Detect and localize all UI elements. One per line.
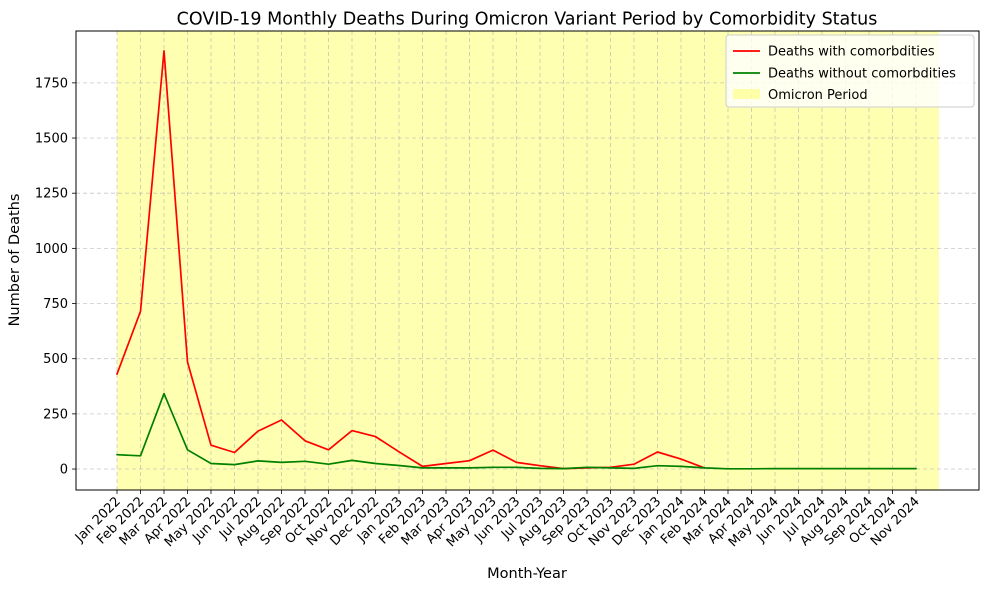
data-point [233,463,235,465]
data-point [492,449,494,451]
data-point [468,467,470,469]
y-axis-title: Number of Deaths [7,194,23,327]
data-point [445,462,447,464]
legend-label-omicron-period: Omicron Period [768,88,868,103]
data-point [633,467,635,469]
y-tick-label: 1500 [35,132,68,147]
data-point [233,451,235,453]
legend-box [725,34,975,108]
data-point [891,467,893,469]
data-point [656,451,658,453]
data-point [163,392,165,394]
data-point [797,467,799,469]
data-point [703,467,705,469]
series-layer [116,50,917,470]
y-tick-label: 500 [43,352,68,367]
data-point [139,310,141,312]
y-axis: 0 250 500 750 1000 1250 1500 1750 [35,76,76,478]
series-line-without-comorbidities [116,392,917,470]
data-point [844,467,846,469]
data-point [374,435,376,437]
data-point [915,467,917,469]
data-point [257,460,259,462]
data-point [116,453,118,455]
y-tick-label: 1750 [35,76,68,91]
y-tick-label: 750 [43,297,68,312]
data-point [210,444,212,446]
data-point [539,467,541,469]
data-point [421,467,423,469]
data-point [468,459,470,461]
data-point [445,467,447,469]
data-point [609,467,611,469]
data-point [186,449,188,451]
data-point [680,465,682,467]
data-point [304,460,306,462]
data-point [821,467,823,469]
chart-title: COVID-19 Monthly Deaths During Omicron V… [177,10,878,30]
y-tick-label: 1000 [35,242,68,257]
data-point [492,466,494,468]
data-point [398,451,400,453]
legend-swatch-omicron-period [733,89,760,99]
data-point [515,466,517,468]
data-point [327,449,329,451]
data-point [280,461,282,463]
data-point [562,467,564,469]
data-point [351,459,353,461]
data-point [633,463,635,465]
y-tick-label: 0 [60,463,68,478]
plot-frame [75,30,980,491]
data-point [515,461,517,463]
data-point [868,467,870,469]
data-point [210,462,212,464]
data-point [280,419,282,421]
data-point [586,466,588,468]
data-point [304,440,306,442]
data-point [774,467,776,469]
data-point [327,463,329,465]
data-point [750,468,752,470]
data-point [680,458,682,460]
legend: Deaths with comorbdities Deaths without … [725,34,975,108]
data-point [139,455,141,457]
legend-label-with-comorbidities: Deaths with comorbdities [768,45,935,60]
legend-label-without-comorbidities: Deaths without comorbdities [768,67,956,82]
y-tick-label: 250 [43,407,68,422]
x-axis-title: Month-Year [487,566,567,582]
y-tick-label: 1250 [35,187,68,202]
data-point [656,465,658,467]
data-point [727,468,729,470]
data-point [351,429,353,431]
data-point [163,50,165,52]
data-point [186,361,188,363]
data-point [374,462,376,464]
data-point [116,373,118,375]
data-point [257,430,259,432]
data-point [539,465,541,467]
data-point [398,464,400,466]
